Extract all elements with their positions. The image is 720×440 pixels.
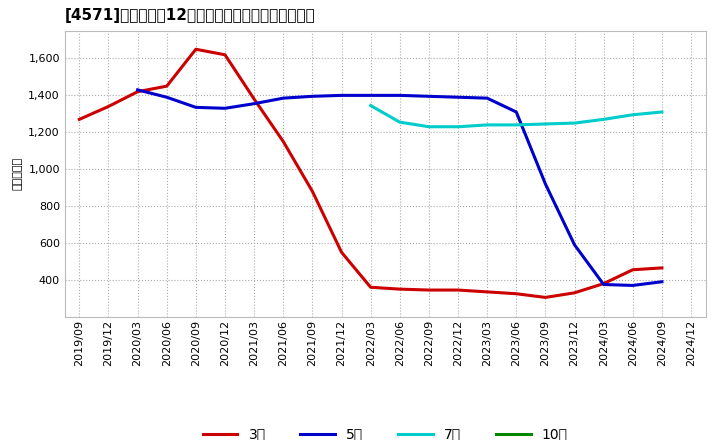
5年 <box>657 279 666 284</box>
5年 <box>337 93 346 98</box>
5年 <box>599 282 608 287</box>
3年 <box>483 289 492 294</box>
3年 <box>629 267 637 272</box>
7年 <box>657 110 666 115</box>
3年 <box>599 281 608 286</box>
3年 <box>104 104 113 109</box>
Line: 3年: 3年 <box>79 49 662 297</box>
Legend: 3年, 5年, 7年, 10年: 3年, 5年, 7年, 10年 <box>197 422 573 440</box>
5年 <box>425 94 433 99</box>
7年 <box>395 120 404 125</box>
7年 <box>570 121 579 126</box>
7年 <box>483 122 492 128</box>
7年 <box>366 103 375 108</box>
5年 <box>250 101 258 106</box>
5年 <box>220 106 229 111</box>
Line: 7年: 7年 <box>371 106 662 127</box>
Line: 5年: 5年 <box>138 90 662 286</box>
5年 <box>541 181 550 187</box>
5年 <box>192 105 200 110</box>
5年 <box>366 93 375 98</box>
5年 <box>629 283 637 288</box>
7年 <box>541 121 550 127</box>
3年 <box>279 139 287 144</box>
5年 <box>395 93 404 98</box>
5年 <box>279 95 287 101</box>
7年 <box>599 117 608 122</box>
3年 <box>657 265 666 271</box>
3年 <box>454 287 462 293</box>
3年 <box>395 286 404 292</box>
3年 <box>75 117 84 122</box>
7年 <box>454 124 462 129</box>
3年 <box>220 52 229 58</box>
5年 <box>454 95 462 100</box>
5年 <box>133 87 142 92</box>
3年 <box>133 89 142 94</box>
3年 <box>163 84 171 89</box>
5年 <box>512 110 521 115</box>
Text: [4571]　経常利益12か月移動合計の標準偏差の推移: [4571] 経常利益12か月移動合計の標準偏差の推移 <box>65 7 315 23</box>
3年 <box>337 249 346 255</box>
3年 <box>250 96 258 102</box>
7年 <box>425 124 433 129</box>
3年 <box>366 285 375 290</box>
7年 <box>512 122 521 128</box>
3年 <box>308 189 317 194</box>
3年 <box>570 290 579 295</box>
3年 <box>541 295 550 300</box>
5年 <box>570 242 579 247</box>
Y-axis label: （百万円）: （百万円） <box>13 157 23 191</box>
5年 <box>308 94 317 99</box>
5年 <box>163 95 171 100</box>
5年 <box>483 95 492 101</box>
3年 <box>192 47 200 52</box>
3年 <box>425 287 433 293</box>
7年 <box>629 112 637 117</box>
3年 <box>512 291 521 297</box>
